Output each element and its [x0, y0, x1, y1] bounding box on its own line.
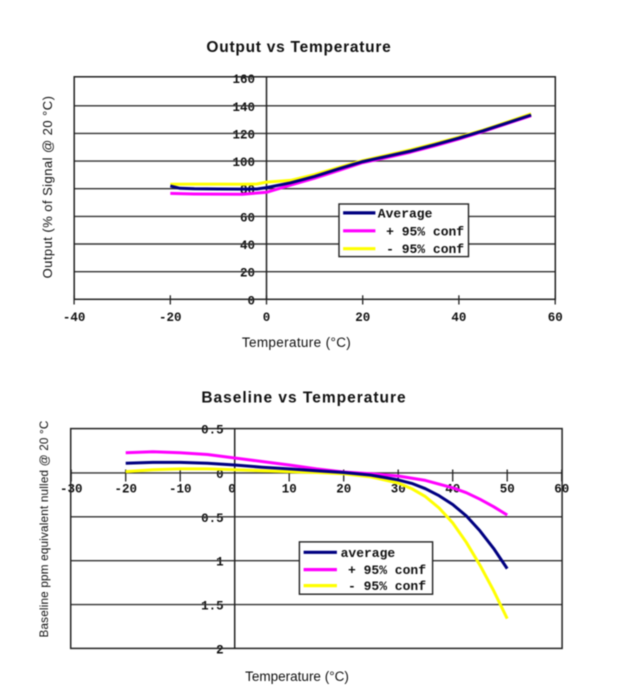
- svg-text:Temperature (°C): Temperature (°C): [242, 335, 351, 350]
- svg-text:+ 95% conf: + 95% conf: [348, 563, 426, 578]
- svg-text:-10: -10: [169, 483, 192, 497]
- svg-text:20: 20: [355, 311, 370, 325]
- svg-text:0: 0: [216, 468, 224, 482]
- svg-text:0: 0: [247, 294, 255, 308]
- svg-text:+ 95% conf: + 95% conf: [386, 224, 464, 239]
- svg-text:0: 0: [228, 483, 236, 497]
- svg-text:Temperature (°C): Temperature (°C): [245, 669, 349, 684]
- svg-text:0.5: 0.5: [201, 512, 224, 526]
- svg-text:Average: Average: [378, 206, 433, 221]
- svg-text:60: 60: [548, 311, 563, 325]
- svg-text:140: 140: [232, 101, 255, 115]
- svg-text:Baseline vs Temperature: Baseline vs Temperature: [201, 390, 406, 407]
- svg-text:-40: -40: [63, 311, 86, 325]
- svg-text:Output (% of Signal @ 20 °C): Output (% of Signal @ 20 °C): [40, 96, 55, 279]
- svg-text:10: 10: [282, 483, 297, 497]
- svg-text:- 95% conf: - 95% conf: [348, 579, 426, 594]
- svg-text:average: average: [341, 546, 396, 561]
- svg-text:1.5: 1.5: [201, 600, 224, 614]
- svg-text:Output vs Temperature: Output vs Temperature: [206, 39, 391, 56]
- svg-text:160: 160: [232, 73, 255, 87]
- svg-text:20: 20: [336, 483, 351, 497]
- svg-text:0: 0: [263, 311, 271, 325]
- svg-text:50: 50: [500, 483, 515, 497]
- svg-text:40: 40: [451, 311, 466, 325]
- svg-text:-20: -20: [114, 483, 137, 497]
- svg-text:30: 30: [391, 483, 406, 497]
- svg-text:Baseline ppm equivalent nulled: Baseline ppm equivalent nulled @ 20 °C: [38, 420, 51, 637]
- svg-text:120: 120: [232, 128, 255, 142]
- svg-text:40: 40: [240, 239, 255, 253]
- svg-text:2: 2: [216, 643, 224, 657]
- svg-text:- 95% conf: - 95% conf: [386, 242, 464, 257]
- svg-text:1: 1: [216, 556, 224, 570]
- svg-text:60: 60: [240, 211, 255, 225]
- svg-text:100: 100: [232, 156, 255, 170]
- svg-text:-20: -20: [159, 311, 182, 325]
- svg-text:20: 20: [240, 267, 255, 281]
- svg-text:0.5: 0.5: [201, 424, 224, 438]
